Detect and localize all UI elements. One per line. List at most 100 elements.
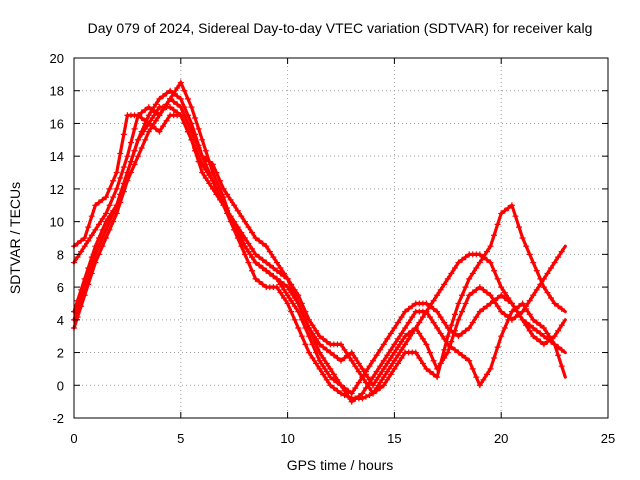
data-point-marker [387, 363, 394, 370]
series-track-5 [71, 104, 567, 405]
data-point-marker [498, 333, 505, 340]
data-point-marker [252, 235, 259, 241]
y-tick-label: 4 [57, 313, 64, 328]
data-point-marker [152, 109, 159, 116]
data-point-marker [334, 355, 341, 361]
data-point-marker [177, 79, 184, 86]
data-point-marker [245, 224, 252, 231]
data-point-marker [216, 196, 223, 203]
data-point-marker [216, 177, 223, 184]
data-point-marker [487, 292, 494, 299]
data-point-marker [138, 109, 145, 116]
data-point-marker [238, 235, 245, 241]
data-point-marker [174, 109, 181, 116]
data-point-marker [241, 243, 248, 250]
data-point-marker [483, 371, 490, 378]
data-point-marker [227, 213, 234, 220]
data-point-marker [434, 325, 441, 331]
data-point-marker [508, 202, 515, 209]
data-point-marker [409, 314, 416, 321]
data-point-marker [469, 319, 476, 326]
data-point-marker [313, 360, 320, 367]
data-point-marker [555, 327, 562, 334]
data-point-marker [113, 202, 120, 209]
data-point-marker [220, 202, 227, 209]
data-point-marker [516, 311, 522, 318]
data-point-marker [548, 265, 555, 271]
data-point-marker [398, 314, 405, 321]
data-point-marker [480, 305, 487, 312]
data-point-marker [391, 349, 398, 356]
x-tick-label: 25 [601, 431, 615, 446]
data-point-marker [170, 106, 177, 113]
data-point-marker [167, 95, 174, 102]
data-point-marker [437, 286, 444, 293]
data-point-marker [127, 158, 134, 165]
data-point-marker [455, 316, 462, 323]
data-point-marker [540, 333, 547, 340]
data-point-marker [423, 341, 430, 348]
data-point-marker [192, 147, 199, 154]
data-point-marker [145, 128, 152, 135]
data-point-marker [519, 235, 526, 241]
data-point-marker [252, 259, 259, 266]
data-point-marker [138, 115, 145, 121]
data-point-marker [409, 303, 416, 310]
data-point-marker [451, 265, 458, 271]
data-point-marker [213, 169, 220, 176]
data-point-marker [174, 93, 181, 100]
data-point-marker [138, 131, 145, 138]
data-series-layer [71, 79, 567, 405]
data-point-marker [245, 248, 252, 255]
data-point-marker [498, 284, 505, 291]
data-point-marker [394, 319, 401, 326]
data-point-marker [224, 191, 231, 198]
data-point-marker [192, 115, 199, 121]
data-point-marker [145, 112, 152, 119]
data-point-marker [469, 365, 476, 372]
data-point-marker [387, 355, 394, 361]
data-point-marker [338, 390, 344, 397]
data-point-marker [338, 341, 344, 348]
data-point-marker [266, 248, 273, 255]
data-point-marker [448, 322, 455, 329]
y-tick-label: 6 [57, 280, 64, 295]
data-point-marker [430, 357, 437, 364]
data-point-marker [483, 303, 490, 310]
data-point-marker [199, 169, 206, 176]
data-point-marker [78, 295, 85, 301]
data-point-marker [345, 352, 352, 359]
data-point-marker [352, 355, 359, 361]
data-point-marker [106, 202, 113, 209]
data-point-marker [370, 390, 377, 397]
data-point-marker [224, 207, 231, 214]
data-point-marker [551, 341, 558, 348]
data-point-marker [330, 352, 337, 359]
data-point-marker [391, 357, 398, 364]
data-point-marker [362, 385, 369, 391]
data-point-marker [348, 357, 355, 364]
data-point-marker [88, 232, 95, 239]
data-point-marker [558, 363, 565, 370]
data-point-marker [277, 289, 284, 296]
data-point-marker [476, 284, 483, 291]
data-point-marker [491, 297, 498, 304]
data-point-marker [512, 213, 519, 220]
data-point-marker [213, 191, 220, 198]
data-point-marker [362, 393, 369, 400]
data-point-marker [462, 254, 469, 261]
data-point-marker [462, 284, 469, 291]
data-point-marker [309, 355, 316, 361]
data-point-marker [551, 333, 558, 340]
data-point-marker [519, 308, 526, 315]
data-point-marker [540, 341, 547, 348]
data-point-marker [273, 275, 280, 282]
data-point-marker [135, 136, 142, 143]
data-point-marker [462, 300, 469, 307]
data-point-marker [202, 147, 209, 154]
data-point-marker [366, 392, 373, 399]
data-point-marker [252, 251, 259, 258]
data-point-marker [391, 341, 398, 348]
data-point-marker [483, 256, 490, 263]
data-point-marker [423, 300, 430, 307]
